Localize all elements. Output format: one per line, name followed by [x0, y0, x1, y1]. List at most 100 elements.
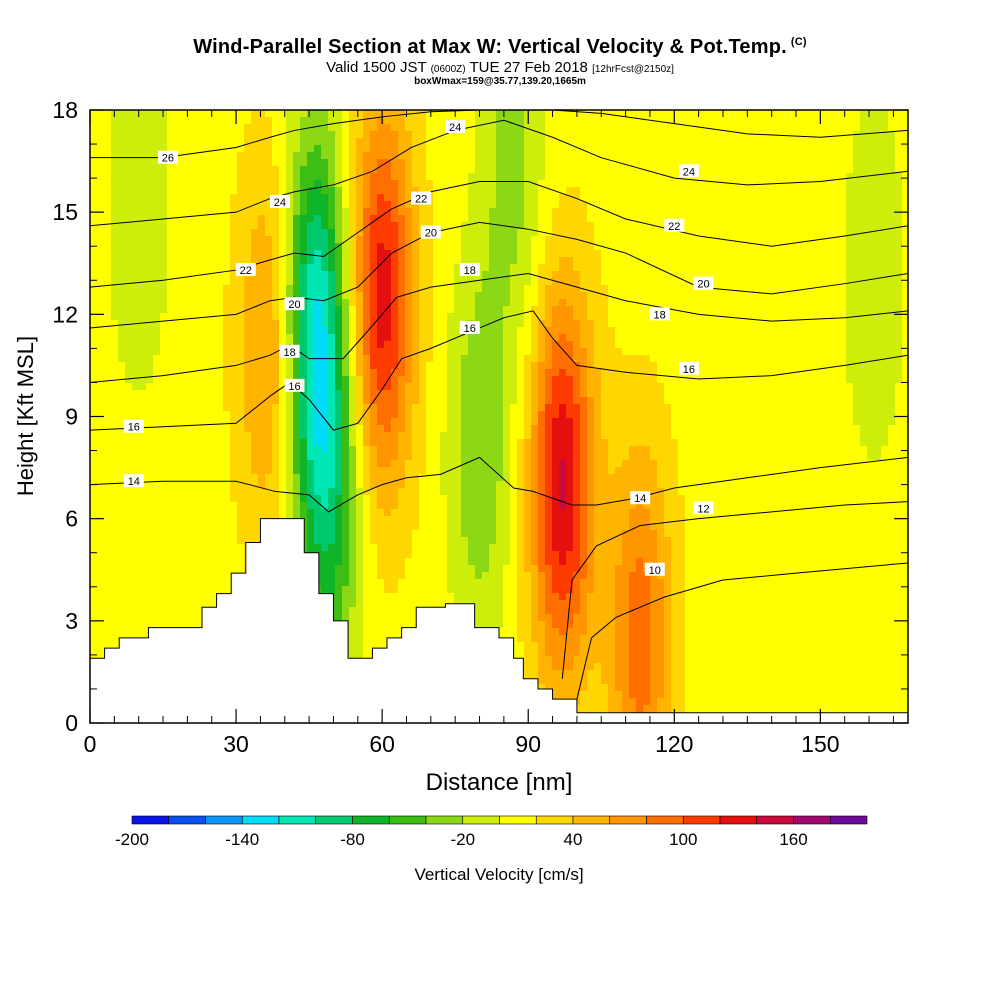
- velocity-cell: [160, 369, 168, 377]
- velocity-cell: [412, 544, 420, 552]
- velocity-cell: [160, 432, 168, 440]
- velocity-cell: [160, 572, 168, 580]
- velocity-cell: [321, 474, 329, 482]
- velocity-cell: [300, 355, 308, 363]
- velocity-cell: [125, 341, 133, 349]
- velocity-cell: [342, 173, 350, 181]
- velocity-cell: [321, 425, 329, 433]
- velocity-cell: [454, 229, 462, 237]
- velocity-cell: [230, 467, 238, 475]
- velocity-cell: [174, 600, 182, 608]
- velocity-cell: [258, 474, 266, 482]
- velocity-cell: [293, 453, 301, 461]
- velocity-cell: [160, 565, 168, 573]
- velocity-cell: [356, 516, 364, 524]
- velocity-cell: [209, 369, 217, 377]
- velocity-cell: [202, 488, 210, 496]
- velocity-cell: [90, 502, 98, 510]
- velocity-cell: [230, 313, 238, 321]
- velocity-cell: [328, 565, 336, 573]
- velocity-cell: [125, 572, 133, 580]
- velocity-cell: [216, 243, 224, 251]
- velocity-cell: [237, 236, 245, 244]
- velocity-cell: [258, 383, 266, 391]
- velocity-cell: [153, 306, 161, 314]
- velocity-cell: [335, 509, 343, 517]
- velocity-cell: [433, 250, 441, 258]
- velocity-cell: [440, 362, 448, 370]
- velocity-cell: [279, 411, 287, 419]
- velocity-cell: [377, 390, 385, 398]
- velocity-cell: [440, 215, 448, 223]
- velocity-cell: [97, 250, 105, 258]
- velocity-cell: [181, 621, 189, 629]
- velocity-cell: [230, 516, 238, 524]
- velocity-cell: [188, 334, 196, 342]
- velocity-cell: [405, 600, 413, 608]
- velocity-cell: [398, 453, 406, 461]
- velocity-cell: [440, 180, 448, 188]
- velocity-cell: [419, 306, 427, 314]
- velocity-cell: [104, 516, 112, 524]
- velocity-cell: [461, 348, 469, 356]
- velocity-cell: [398, 334, 406, 342]
- velocity-cell: [104, 152, 112, 160]
- velocity-cell: [433, 166, 441, 174]
- velocity-cell: [146, 229, 154, 237]
- velocity-cell: [90, 586, 98, 594]
- velocity-cell: [209, 285, 217, 293]
- velocity-cell: [419, 138, 427, 146]
- velocity-cell: [209, 341, 217, 349]
- velocity-cell: [398, 110, 406, 118]
- velocity-cell: [405, 558, 413, 566]
- velocity-cell: [342, 362, 350, 370]
- velocity-cell: [125, 159, 133, 167]
- velocity-cell: [454, 166, 462, 174]
- velocity-cell: [286, 152, 294, 160]
- velocity-cell: [468, 481, 476, 489]
- velocity-cell: [251, 243, 259, 251]
- velocity-cell: [181, 439, 189, 447]
- velocity-cell: [398, 285, 406, 293]
- velocity-cell: [349, 488, 357, 496]
- velocity-cell: [482, 250, 490, 258]
- velocity-cell: [335, 187, 343, 195]
- velocity-cell: [405, 208, 413, 216]
- velocity-cell: [216, 222, 224, 230]
- velocity-cell: [398, 166, 406, 174]
- velocity-cell: [370, 355, 378, 363]
- velocity-cell: [377, 320, 385, 328]
- velocity-cell: [97, 229, 105, 237]
- velocity-cell: [412, 502, 420, 510]
- velocity-cell: [293, 285, 301, 293]
- velocity-cell: [307, 250, 315, 258]
- velocity-cell: [328, 460, 336, 468]
- velocity-cell: [160, 117, 168, 125]
- velocity-cell: [377, 271, 385, 279]
- velocity-cell: [468, 166, 476, 174]
- velocity-cell: [111, 271, 119, 279]
- velocity-cell: [447, 551, 455, 559]
- velocity-cell: [475, 166, 483, 174]
- velocity-cell: [146, 579, 154, 587]
- velocity-cell: [195, 236, 203, 244]
- velocity-cell: [321, 131, 329, 139]
- velocity-cell: [223, 453, 231, 461]
- velocity-cell: [440, 432, 448, 440]
- velocity-cell: [391, 271, 399, 279]
- velocity-cell: [153, 271, 161, 279]
- velocity-cell: [174, 229, 182, 237]
- velocity-cell: [153, 201, 161, 209]
- velocity-cell: [461, 397, 469, 405]
- velocity-cell: [111, 320, 119, 328]
- velocity-cell: [230, 509, 238, 517]
- velocity-cell: [433, 425, 441, 433]
- velocity-cell: [482, 166, 490, 174]
- velocity-cell: [279, 432, 287, 440]
- velocity-cell: [251, 180, 259, 188]
- velocity-cell: [202, 222, 210, 230]
- velocity-cell: [314, 236, 322, 244]
- velocity-cell: [321, 411, 329, 419]
- velocity-cell: [209, 586, 217, 594]
- velocity-cell: [419, 544, 427, 552]
